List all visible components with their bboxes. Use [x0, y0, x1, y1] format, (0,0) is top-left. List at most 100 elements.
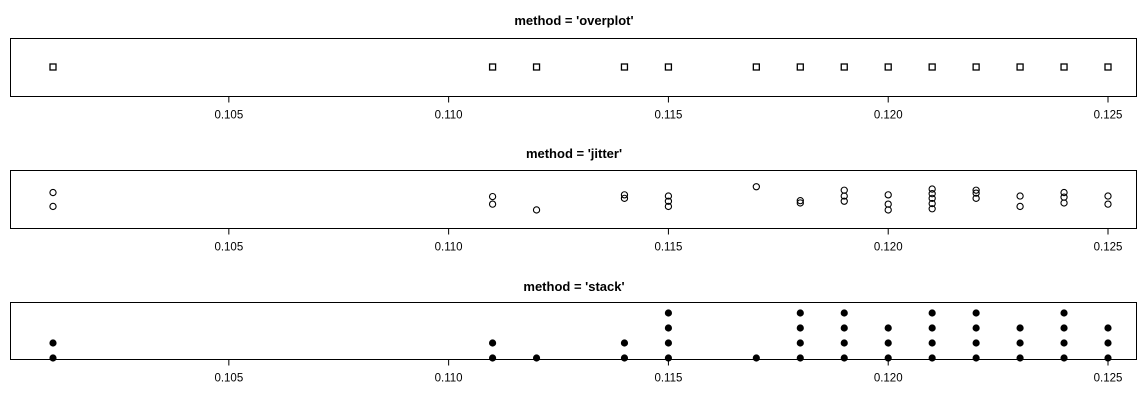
x-tick-label: 0.115: [654, 110, 682, 122]
data-point-dot: [972, 354, 980, 362]
data-point-dot: [1016, 324, 1024, 332]
x-tick-label: 0.120: [874, 110, 903, 122]
data-point-dot: [796, 354, 804, 362]
data-point-circle: [1104, 200, 1112, 208]
data-point-dot: [884, 339, 892, 347]
points-stack: [49, 309, 1112, 362]
x-tick-label: 0.120: [874, 373, 903, 385]
data-point-square: [1060, 63, 1068, 71]
data-point-circle: [49, 188, 57, 197]
plot-frame-stack: [10, 302, 1137, 360]
x-axis-stack: 0.105 0.110 0.115 0.120 0.125: [214, 359, 1123, 385]
plot-frame-overplot: [10, 38, 1137, 97]
data-point-square: [1104, 63, 1112, 71]
data-point-circle: [49, 202, 57, 211]
x-tick-label: 0.125: [1094, 373, 1123, 385]
data-point-circle: [884, 206, 892, 214]
data-point-circle: [664, 202, 673, 211]
data-point-square: [488, 63, 497, 71]
data-point-circle: [928, 205, 936, 213]
data-point-circle: [664, 192, 673, 200]
data-point-dot: [49, 339, 57, 347]
data-point-circle: [532, 206, 541, 214]
data-point-square: [928, 63, 936, 71]
data-point-dot: [796, 339, 804, 347]
data-point-circle: [488, 200, 497, 208]
data-point-circle: [752, 183, 760, 191]
plot-frame-jitter: [10, 170, 1137, 229]
data-point-dot: [620, 354, 629, 362]
data-point-square: [1016, 63, 1024, 71]
data-point-square: [840, 63, 848, 71]
data-point-dot: [884, 354, 892, 362]
data-point-circle: [1016, 202, 1024, 211]
data-point-dot: [752, 354, 760, 362]
data-point-dot: [972, 324, 980, 332]
data-point-circle: [928, 194, 936, 202]
data-point-circle: [1104, 192, 1112, 200]
x-tick-label: 0.105: [214, 242, 243, 254]
points-overplot: [49, 63, 1112, 71]
data-point-dot: [928, 324, 936, 332]
data-point-dot: [488, 339, 497, 347]
panel-overplot: method = 'overplot' 0.105 0.110 0.115 0.120…: [10, 13, 1137, 122]
panel-title-stack: method = 'stack': [523, 279, 624, 294]
data-point-dot: [840, 339, 848, 347]
data-point-dot: [1104, 354, 1112, 362]
x-tick-label: 0.105: [214, 110, 243, 122]
data-point-circle: [928, 190, 936, 198]
data-point-dot: [928, 309, 936, 317]
data-point-circle: [972, 189, 980, 197]
data-point-dot: [840, 309, 848, 317]
x-tick-label: 0.110: [435, 242, 463, 254]
x-tick-label: 0.115: [654, 373, 682, 385]
data-point-dot: [972, 309, 980, 317]
data-point-circle: [972, 186, 980, 194]
data-point-circle: [620, 191, 629, 199]
data-point-circle: [664, 197, 673, 205]
data-point-dot: [664, 354, 673, 362]
data-point-dot: [1060, 309, 1068, 317]
data-point-circle: [1060, 199, 1068, 207]
x-tick-label: 0.125: [1094, 242, 1123, 254]
data-point-square: [620, 63, 629, 71]
data-point-dot: [840, 354, 848, 362]
data-point-dot: [1016, 339, 1024, 347]
data-point-dot: [664, 339, 673, 347]
data-point-square: [752, 63, 760, 71]
data-point-dot: [1104, 339, 1112, 347]
data-point-dot: [972, 339, 980, 347]
panel-jitter: method = 'jitter' 0.105 0.110 0.115 0.120 0.…: [10, 146, 1137, 254]
data-point-dot: [928, 339, 936, 347]
data-point-dot: [620, 339, 629, 347]
data-point-circle: [972, 194, 980, 202]
panel-stack: method = 'stack' 0.105 0.110 0.115 0.120 0.1…: [10, 279, 1137, 385]
data-point-dot: [796, 324, 804, 332]
data-point-dot: [884, 324, 892, 332]
data-point-square: [49, 63, 57, 71]
x-axis-overplot: 0.105 0.110 0.115 0.120 0.125: [214, 96, 1123, 122]
data-point-circle: [796, 199, 804, 207]
data-point-dot: [1104, 324, 1112, 332]
data-point-circle: [1060, 188, 1068, 197]
panel-title-overplot: method = 'overplot': [514, 13, 633, 28]
data-point-circle: [488, 192, 497, 201]
data-point-square: [972, 63, 980, 71]
data-point-dot: [664, 309, 673, 317]
x-tick-label: 0.120: [874, 242, 903, 254]
data-point-circle: [840, 197, 848, 205]
data-point-circle: [796, 197, 804, 205]
data-point-dot: [532, 354, 541, 362]
data-point-square: [664, 63, 673, 71]
x-tick-label: 0.125: [1094, 110, 1123, 122]
x-tick-label: 0.105: [214, 373, 243, 385]
data-point-square: [532, 63, 541, 71]
data-point-dot: [49, 354, 57, 362]
panel-title-jitter: method = 'jitter': [526, 146, 622, 161]
data-point-dot: [1060, 339, 1068, 347]
data-point-dot: [664, 324, 673, 332]
data-point-dot: [488, 354, 497, 362]
data-point-square: [884, 63, 892, 71]
x-axis-jitter: 0.105 0.110 0.115 0.120 0.125: [214, 228, 1123, 254]
